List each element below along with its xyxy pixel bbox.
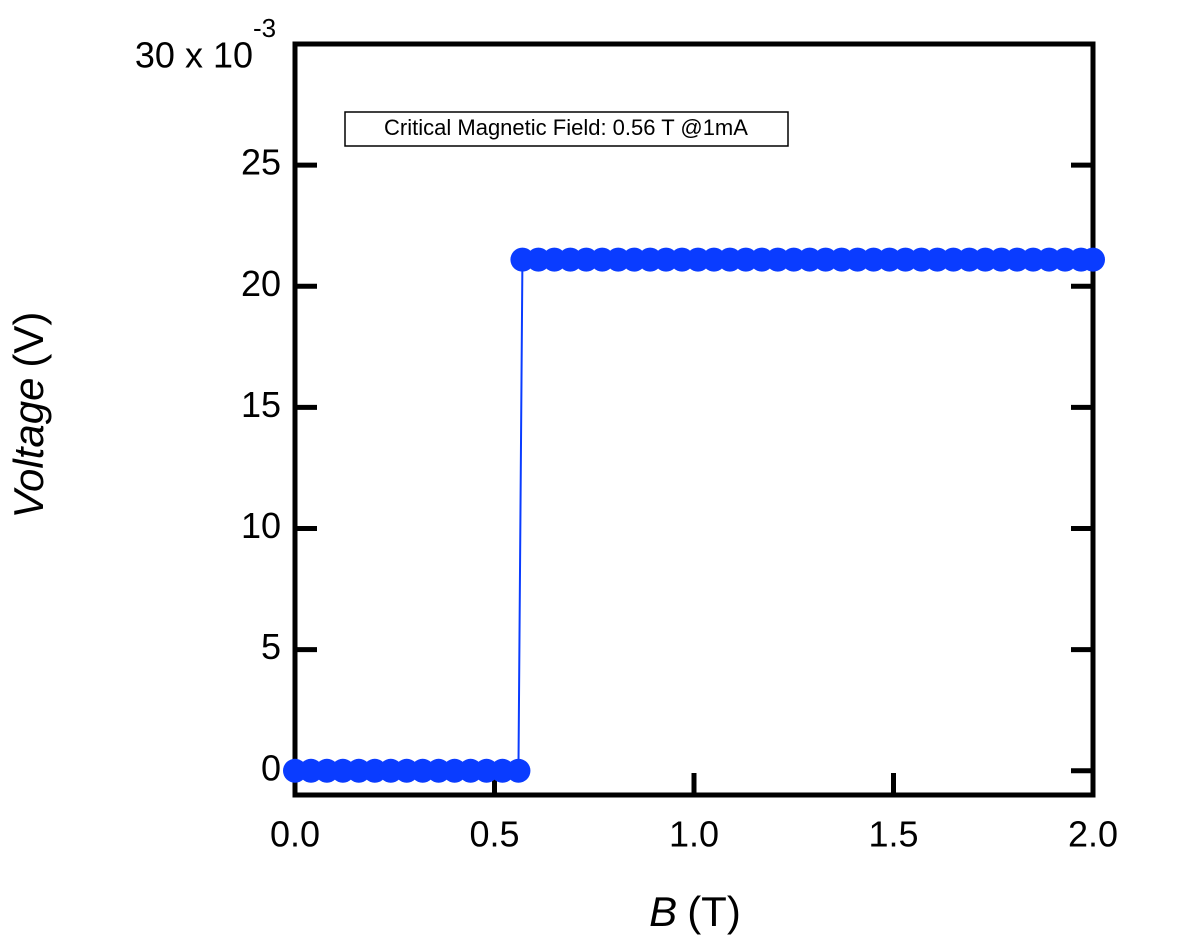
y-exponent: -3 (253, 13, 276, 43)
data-point (1081, 247, 1105, 272)
x-tick-label: 1.5 (868, 814, 918, 855)
x-label-symbol: B (649, 888, 677, 935)
y-label-unit: (V) (5, 312, 52, 368)
y-tick-label: 5 (261, 626, 281, 667)
y-tick-label: 10 (241, 505, 281, 546)
y-tick-label: 25 (241, 142, 281, 183)
y-tick-label: 30 x 10 (135, 35, 253, 76)
y-tick-label: 15 (241, 384, 281, 425)
annotation-box (344, 111, 789, 147)
x-tick-label: 2.0 (1068, 814, 1118, 855)
y-label-symbol: Voltage (5, 378, 52, 519)
plot-frame (292, 41, 1096, 798)
x-label-unit: (T) (687, 888, 741, 935)
y-axis-label: Voltage (V) (5, 312, 52, 519)
x-tick-label: 0.5 (469, 814, 519, 855)
data-point (506, 758, 531, 783)
x-axis-label: B (T) (649, 888, 741, 935)
x-tick-label: 0.0 (270, 814, 320, 855)
y-tick-label: 20 (241, 263, 281, 304)
series-line (295, 258, 1093, 772)
y-tick-label: 0 (261, 747, 281, 788)
annotation: Critical Magnetic Field: 0.56 T @1mA (384, 115, 748, 140)
x-tick-label: 1.0 (669, 814, 719, 855)
